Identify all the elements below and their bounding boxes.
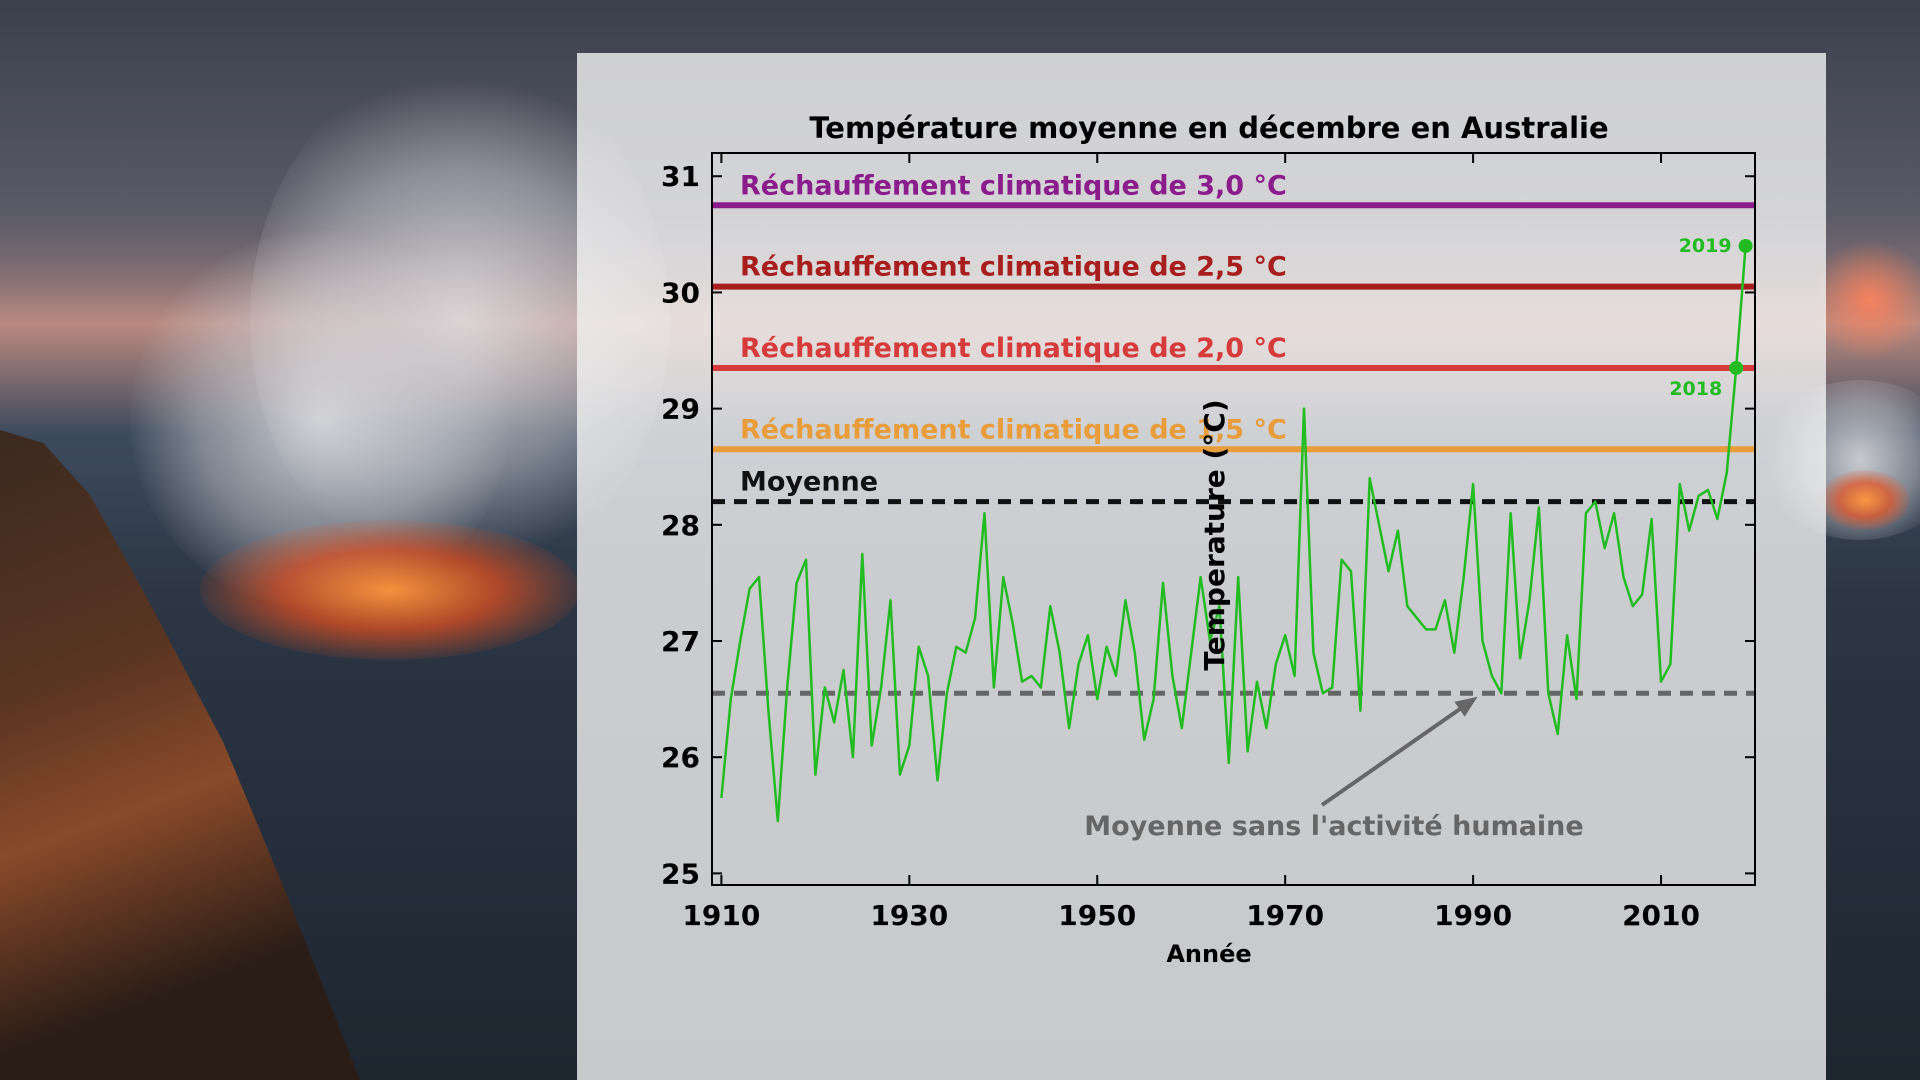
y-axis-label: Temperature (°C): [1198, 399, 1231, 670]
x-axis-label: Année: [1166, 940, 1251, 968]
x-tick-label: 1950: [1058, 899, 1136, 932]
y-tick-label: 30: [661, 276, 700, 309]
reference-line-label: Moyenne: [740, 467, 878, 498]
x-tick-label: 1930: [870, 899, 948, 932]
y-tick-label: 28: [661, 509, 700, 542]
annotation-label: Moyenne sans l'activité humaine: [1084, 811, 1583, 842]
temperature-chart: Température moyenne en décembre en Austr…: [661, 111, 1756, 968]
fire-glow: [1820, 470, 1910, 530]
y-tick-label: 27: [661, 625, 700, 658]
fire-glow: [200, 520, 580, 660]
y-tick-label: 26: [661, 741, 700, 774]
year-annotation-label: 2019: [1679, 235, 1732, 257]
temperature-series-line: [720, 245, 1747, 823]
reference-line-label: Réchauffement climatique de 1,5 °C: [740, 414, 1287, 445]
annotation-arrowhead: [1454, 696, 1478, 717]
highlight-point: [1729, 360, 1744, 375]
x-tick-label: 1990: [1434, 899, 1512, 932]
highlight-point: [1738, 238, 1753, 253]
chart-title: Température moyenne en décembre en Austr…: [809, 111, 1608, 145]
chart-panel: Température moyenne en décembre en Austr…: [577, 53, 1826, 1080]
annotation-arrow: [1320, 703, 1468, 807]
y-tick-label: 25: [661, 857, 700, 890]
y-tick-label: 31: [661, 160, 700, 193]
y-tick-label: 29: [661, 393, 700, 426]
year-annotation-label: 2018: [1669, 378, 1722, 400]
plot-frame: [711, 152, 1756, 886]
sunset-glow: [1820, 230, 1920, 370]
reference-line-label: Réchauffement climatique de 2,5 °C: [740, 252, 1287, 283]
reference-line-label: Réchauffement climatique de 2,0 °C: [740, 333, 1287, 364]
x-tick-label: 1970: [1246, 899, 1324, 932]
x-tick-label: 1910: [682, 899, 760, 932]
reference-line-label: Réchauffement climatique de 3,0 °C: [740, 170, 1287, 201]
x-tick-label: 2010: [1622, 899, 1700, 932]
